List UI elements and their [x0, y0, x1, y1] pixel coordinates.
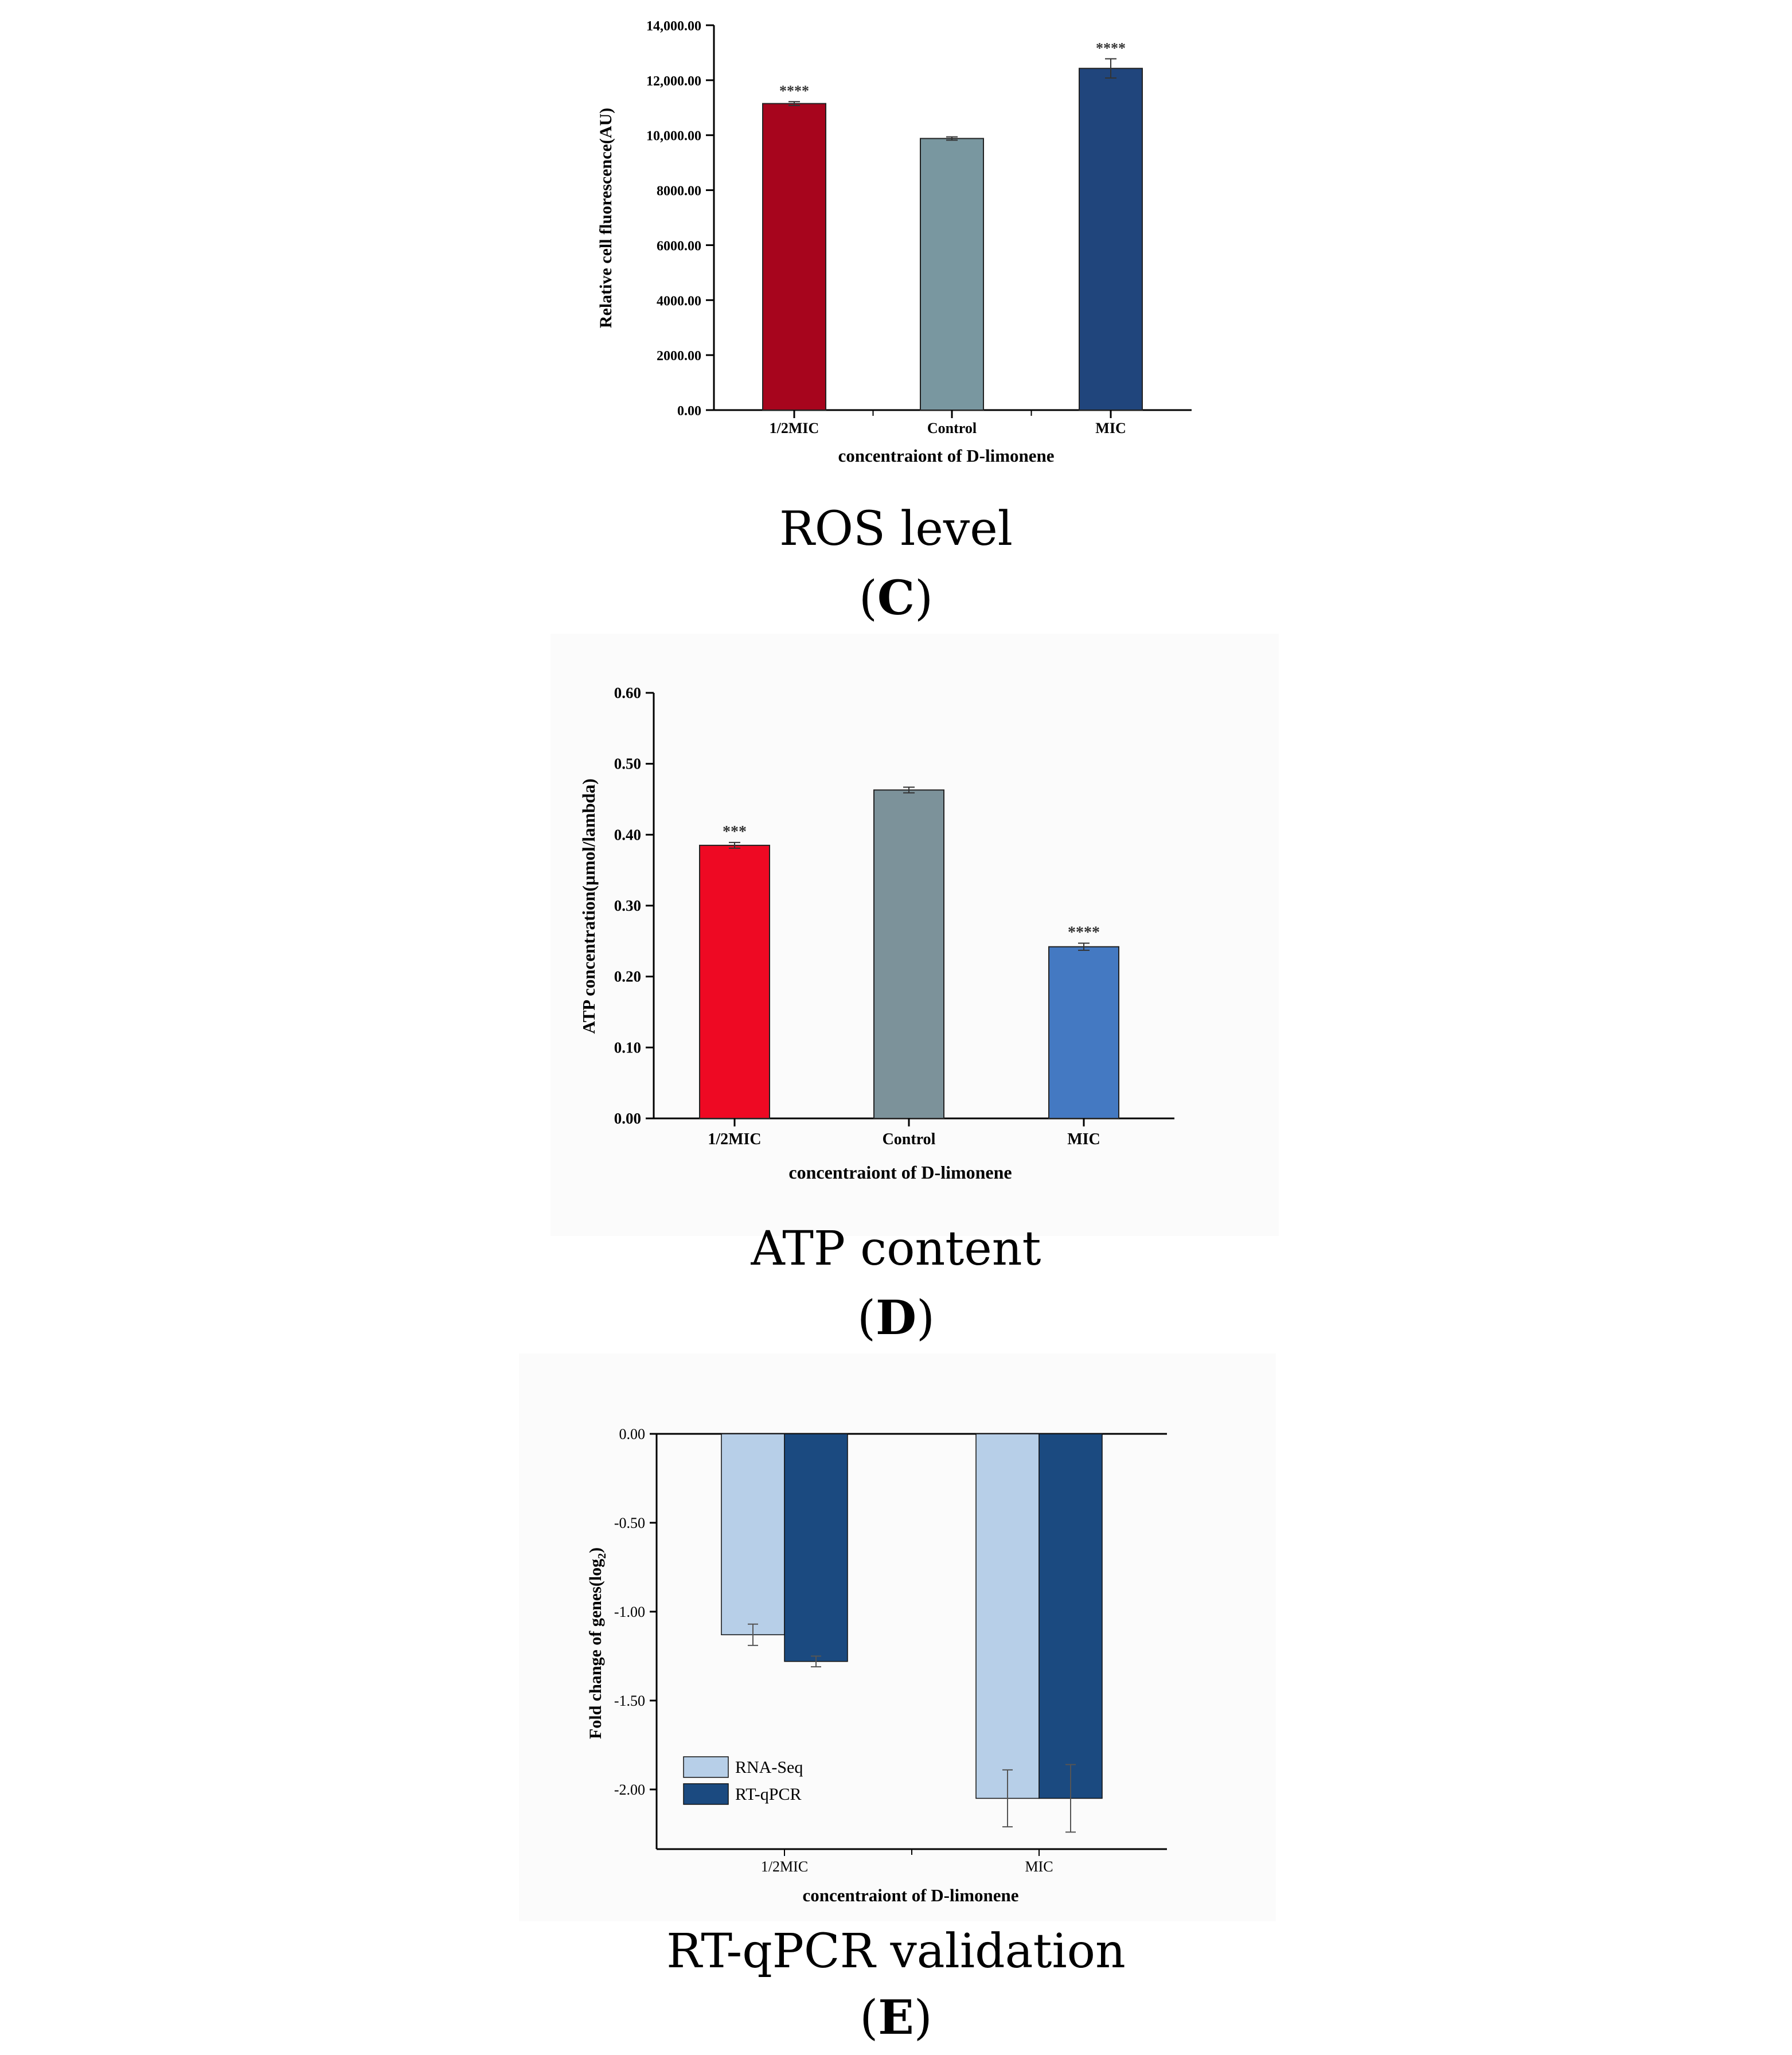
rtqpcr-legend-swatch — [683, 1783, 729, 1805]
atp-bars: ******* — [699, 786, 1119, 1120]
ros-xtick-label: 1/2MIC — [770, 420, 819, 436]
ros-yticks: 0.00 2000.00 4000.00 6000.00 8000.00 10,000.0… — [646, 19, 714, 419]
atp-ytick-label: 0.20 — [614, 968, 641, 985]
rtqpcr-y-axis-label: Fold change of genes(log2) — [586, 1547, 608, 1739]
ros-letter-open: ( — [858, 571, 877, 626]
rtqpcr-ylabel-end: ) — [586, 1547, 605, 1553]
rtqpcr-panel-letter: (E) — [0, 1990, 1792, 2045]
ros-xtick-label: MIC — [1095, 420, 1126, 436]
rtqpcr-caption: RT-qPCR validation — [666, 1924, 1126, 1979]
ros-caption: ROS level — [779, 502, 1013, 556]
rtqpcr-letter: E — [878, 1990, 914, 2045]
atp-ytick-label: 0.30 — [614, 897, 641, 914]
ros-chart: 0.00 2000.00 4000.00 6000.00 8000.00 10,000.0… — [596, 19, 1192, 466]
atp-caption: ATP content — [751, 1222, 1041, 1276]
ros-bar — [920, 138, 984, 411]
atp-x-axis-label: concentraiont of D-limonene — [788, 1162, 1012, 1183]
rtqpcr-ylabel-sub: 2 — [596, 1553, 608, 1559]
ros-bar — [1079, 68, 1143, 411]
ros-ytick-label: 14,000.00 — [646, 19, 701, 34]
ros-x-axis-label: concentraiont of D-limonene — [838, 446, 1054, 466]
ros-ytick-label: 8000.00 — [657, 184, 701, 199]
atp-xtick-label: MIC — [1067, 1130, 1100, 1148]
atp-letter-open: ( — [857, 1291, 876, 1346]
rtqpcr-letter-open: ( — [860, 1991, 879, 2045]
rtqpcr-legend-label: RT-qPCR — [735, 1785, 801, 1804]
atp-bar — [873, 789, 944, 1119]
atp-y-axis-label: ATP concentration(µmol/lambda) — [579, 778, 599, 1034]
atp-significance: **** — [1068, 924, 1100, 942]
ros-bars: **** **** — [762, 40, 1143, 411]
atp-bar — [1048, 946, 1119, 1120]
ros-y-axis-label: Relative cell fluorescence(AU) — [596, 108, 615, 328]
ros-ytick-label: 6000.00 — [657, 239, 701, 254]
atp-ytick-label: 0.60 — [614, 684, 641, 701]
atp-yticks: 0.00 0.10 0.20 0.30 0.40 0.50 0.60 — [614, 684, 654, 1127]
atp-significance: *** — [723, 823, 747, 841]
ros-ytick-label: 0.00 — [677, 404, 701, 419]
rtqpcr-xtick-label: MIC — [1025, 1858, 1053, 1875]
rtqpcr-chart: 0.00 -0.50 -1.00 -1.50 -2.00 1/2MIC MIC Fold … — [519, 1354, 1276, 1921]
rtqpcr-bars — [721, 1433, 1103, 1833]
ros-bar — [762, 103, 826, 411]
ros-panel-letter: (C) — [0, 571, 1792, 626]
rtqpcr-yticks: 0.00 -0.50 -1.00 -1.50 -2.00 — [614, 1426, 657, 1798]
ros-xtick-label: Control — [927, 420, 977, 436]
rtqpcr-xticks: 1/2MIC MIC — [761, 1849, 1053, 1875]
ros-ytick-label: 12,000.00 — [646, 74, 701, 89]
ros-ytick-label: 10,000.00 — [646, 129, 701, 144]
rtqpcr-ytick-label: -2.00 — [614, 1781, 645, 1798]
ros-letter-close: ) — [915, 571, 934, 626]
rtqpcr-bar-rtqpcr — [1038, 1433, 1103, 1799]
ros-ytick-label: 4000.00 — [657, 294, 701, 309]
ros-ytick-label: 2000.00 — [657, 349, 701, 364]
atp-xticks: 1/2MIC Control MIC — [708, 1118, 1100, 1148]
atp-ytick-label: 0.40 — [614, 826, 641, 843]
atp-chart: 0.000.100.200.300.400.500.60 ******* 1/2… — [551, 634, 1279, 1236]
rtqpcr-legend-swatch — [683, 1756, 729, 1778]
ros-significance: **** — [1096, 40, 1126, 56]
rtqpcr-legend: RNA-Seq RT-qPCR — [683, 1756, 803, 1805]
ros-letter: C — [877, 571, 915, 626]
rtqpcr-ytick-label: -1.00 — [614, 1604, 645, 1620]
atp-xtick-label: 1/2MIC — [708, 1130, 761, 1148]
rtqpcr-ylabel-main: Fold change of genes(log — [586, 1559, 605, 1739]
rtqpcr-bar-rnaseq — [721, 1433, 785, 1636]
atp-ytick-label: 0.50 — [614, 755, 641, 773]
rtqpcr-bar-rnaseq — [975, 1433, 1040, 1799]
atp-letter-close: ) — [916, 1291, 935, 1346]
rtqpcr-ytick-label: 0.00 — [619, 1426, 646, 1442]
atp-ytick-label: 0.00 — [614, 1110, 641, 1127]
atp-letter: D — [875, 1290, 917, 1346]
rtqpcr-ytick-label: -1.50 — [614, 1693, 645, 1709]
rtqpcr-xtick-label: 1/2MIC — [761, 1858, 808, 1875]
rtqpcr-x-axis-label: concentraiont of D-limonene — [802, 1885, 1018, 1905]
ros-significance: **** — [779, 83, 809, 99]
rtqpcr-ytick-label: -0.50 — [614, 1515, 645, 1531]
atp-ytick-label: 0.10 — [614, 1039, 641, 1056]
atp-panel-letter: (D) — [0, 1290, 1792, 1346]
rtqpcr-figure-background — [519, 1354, 1276, 1921]
rtqpcr-letter-close: ) — [913, 1991, 932, 2045]
rtqpcr-bar-rtqpcr — [784, 1433, 848, 1662]
ros-xticks: 1/2MIC Control MIC — [770, 410, 1126, 436]
rtqpcr-legend-label: RNA-Seq — [735, 1758, 803, 1777]
atp-xtick-label: Control — [883, 1130, 936, 1148]
atp-bar — [699, 844, 770, 1119]
